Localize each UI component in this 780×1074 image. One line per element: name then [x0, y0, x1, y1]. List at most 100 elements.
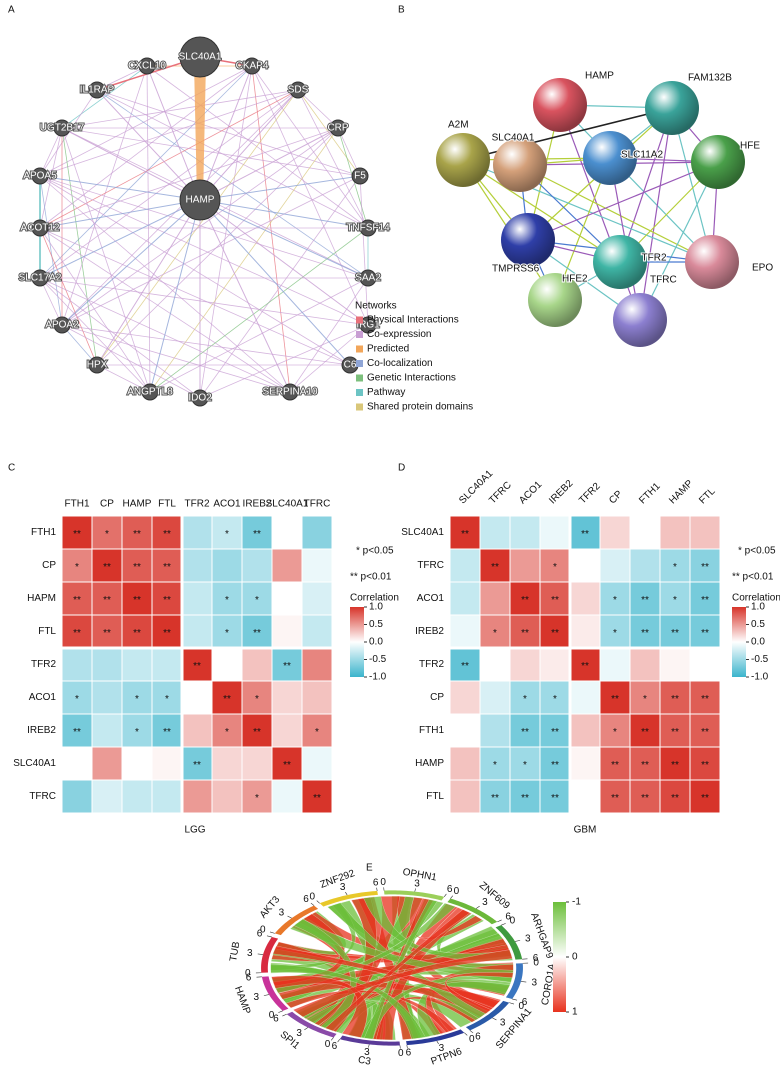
significance-label: ** — [133, 628, 141, 639]
node — [88, 81, 106, 99]
heatmap-cell — [659, 515, 691, 550]
node — [613, 293, 667, 347]
heatmap-cell — [599, 548, 631, 583]
chord — [270, 964, 426, 1040]
arc-tick-label: 0 — [510, 915, 516, 926]
edge — [39, 175, 201, 201]
edge — [39, 127, 339, 229]
colorbar-tick-label: 0.0 — [751, 637, 765, 648]
edge — [289, 277, 369, 393]
heatmap-cell — [91, 515, 123, 550]
arc-tick-label: 3 — [482, 897, 488, 908]
node — [138, 57, 156, 75]
colorbar-tick-label: -0.5 — [369, 654, 387, 665]
edge — [96, 89, 369, 279]
legend-swatch — [356, 316, 363, 324]
node — [691, 135, 745, 189]
node — [289, 81, 307, 99]
significance-label: ** — [551, 595, 559, 606]
legend-label: Shared protein domains — [367, 402, 473, 413]
segment-label: ZNF292 — [319, 868, 357, 891]
significance-label: ** — [581, 529, 589, 540]
heatmap-cell — [241, 515, 273, 550]
row-label: TFRC — [417, 560, 444, 571]
node — [359, 269, 377, 287]
node-label: SAA2 — [355, 273, 381, 284]
edge — [96, 127, 339, 366]
heatmap-cell — [91, 647, 123, 682]
heatmap-cell — [509, 647, 541, 682]
legend-note: * p<0.05 — [356, 546, 394, 557]
legend-label: Predicted — [367, 344, 409, 355]
segment-arc — [339, 1035, 400, 1046]
arc-tick — [266, 935, 272, 938]
significance-label: * — [553, 694, 557, 705]
panel-label: B — [398, 5, 405, 16]
significance-label: ** — [641, 595, 649, 606]
significance-label: * — [673, 595, 677, 606]
significance-label: ** — [461, 661, 469, 672]
arc-tick-label: 0 — [245, 968, 251, 979]
node — [191, 389, 209, 407]
node-label: HPX — [87, 360, 108, 371]
node — [53, 316, 71, 334]
significance-label: * — [225, 595, 229, 606]
heatmap-cell — [181, 515, 213, 550]
arc-tick-label: 3 — [439, 1043, 445, 1054]
node — [179, 36, 221, 78]
significance-label: ** — [163, 595, 171, 606]
edge — [199, 89, 299, 201]
arc-tick — [282, 1013, 287, 1017]
heatmap-cell — [479, 548, 511, 583]
column-label: CP — [607, 488, 625, 506]
significance-label: ** — [103, 628, 111, 639]
arc-tick-label: 6 — [447, 884, 453, 895]
column-label: FTH1 — [637, 481, 663, 507]
edge — [39, 127, 63, 177]
arc-tick — [337, 1038, 341, 1043]
edge — [199, 199, 351, 366]
heatmap-cell — [659, 647, 691, 682]
node — [31, 219, 49, 237]
heatmap-cell — [479, 581, 511, 616]
edge — [61, 65, 148, 129]
node — [179, 179, 221, 221]
significance-label: ** — [671, 760, 679, 771]
legend-label: Physical Interactions — [367, 315, 459, 326]
row-label: TFRC — [29, 791, 56, 802]
heatmap-cell — [91, 713, 123, 748]
heatmap-cell — [271, 713, 303, 748]
edge — [96, 89, 201, 201]
heatmap-cell — [569, 647, 601, 682]
heatmap-cell — [629, 647, 661, 682]
edge — [149, 127, 339, 393]
significance-label: * — [493, 628, 497, 639]
arc-tick-label: 6 — [505, 912, 511, 923]
arc-tick — [376, 887, 378, 891]
edge — [61, 89, 299, 326]
significance-label: ** — [491, 793, 499, 804]
heatmap-cell — [121, 779, 153, 814]
heatmap-cell — [121, 680, 153, 715]
column-label: IREB2 — [547, 478, 576, 507]
node — [31, 167, 49, 185]
edge — [96, 364, 151, 393]
significance-label: ** — [551, 760, 559, 771]
edge — [251, 65, 369, 229]
significance-label: ** — [671, 694, 679, 705]
arc-tick-label: 3 — [500, 1018, 506, 1029]
significance-label: * — [613, 595, 617, 606]
arc-tick-label: 3 — [253, 992, 259, 1003]
row-label: HAPM — [27, 593, 56, 604]
colorbar-tick-label: 1 — [572, 1007, 578, 1018]
arc-tick — [492, 1017, 497, 1021]
heatmap-cell — [659, 746, 691, 781]
legend-title: Networks — [355, 301, 397, 312]
colorbar-tick-label: 0.5 — [751, 619, 765, 630]
edge — [199, 175, 361, 201]
heatmap-cell — [61, 614, 93, 649]
arc-tick — [287, 915, 292, 919]
segment-label: HAMP — [232, 985, 252, 1016]
edge — [39, 175, 369, 279]
heatmap-cell — [181, 779, 213, 814]
